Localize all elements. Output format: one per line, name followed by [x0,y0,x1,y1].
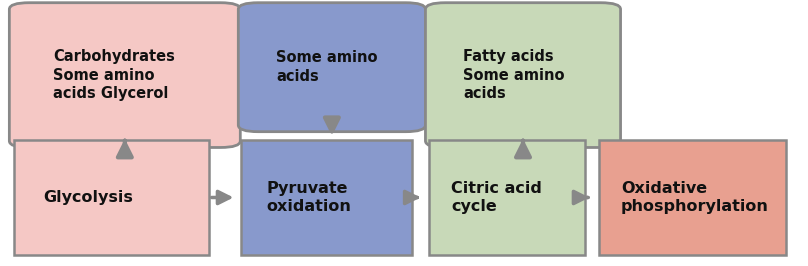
Text: Pyruvate
oxidation: Pyruvate oxidation [267,181,351,214]
FancyBboxPatch shape [599,140,786,255]
Text: Glycolysis: Glycolysis [44,190,133,205]
Text: Citric acid
cycle: Citric acid cycle [452,181,542,214]
FancyBboxPatch shape [426,3,621,147]
Text: Fatty acids
Some amino
acids: Fatty acids Some amino acids [463,49,565,101]
Text: Carbohydrates
Some amino
acids Glycerol: Carbohydrates Some amino acids Glycerol [53,49,175,101]
FancyBboxPatch shape [429,140,585,255]
FancyBboxPatch shape [241,140,412,255]
Text: Some amino
acids: Some amino acids [276,50,377,84]
FancyBboxPatch shape [238,3,426,132]
FancyBboxPatch shape [10,3,240,147]
FancyBboxPatch shape [14,140,208,255]
Text: Oxidative
phosphorylation: Oxidative phosphorylation [621,181,769,214]
